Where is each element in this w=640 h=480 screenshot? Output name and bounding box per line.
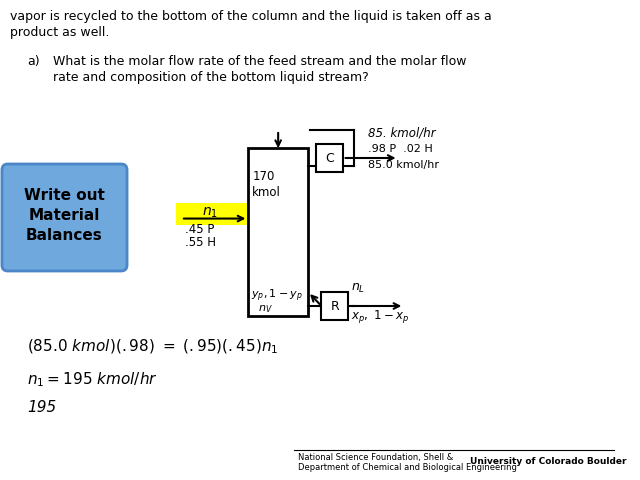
Text: 85.0 kmol/hr: 85.0 kmol/hr	[367, 160, 438, 170]
Text: $n_1$: $n_1$	[202, 205, 218, 220]
Text: $(85.0\ kmol)(.98)\ =\ (.95)(.45)n_1$: $(85.0\ kmol)(.98)\ =\ (.95)(.45)n_1$	[27, 338, 278, 356]
Text: .55 H: .55 H	[185, 236, 216, 249]
Text: vapor is recycled to the bottom of the column and the liquid is taken off as a: vapor is recycled to the bottom of the c…	[10, 10, 492, 23]
Text: Material: Material	[29, 208, 100, 223]
Bar	[176, 203, 252, 225]
Text: C: C	[325, 152, 333, 165]
Text: National Science Foundation, Shell &: National Science Foundation, Shell &	[298, 453, 454, 462]
FancyBboxPatch shape	[2, 164, 127, 271]
Text: .45 P: .45 P	[185, 223, 214, 236]
Text: $y_p, 1-y_p$: $y_p, 1-y_p$	[252, 288, 303, 304]
Text: rate and composition of the bottom liquid stream?: rate and composition of the bottom liqui…	[53, 71, 369, 84]
Bar	[248, 148, 308, 316]
Text: R: R	[331, 300, 339, 312]
Text: .98 P  .02 H: .98 P .02 H	[367, 144, 433, 154]
Text: Balances: Balances	[26, 228, 103, 243]
Text: a): a)	[27, 55, 40, 68]
Text: product as well.: product as well.	[10, 26, 109, 39]
Text: $x_p,\ 1-x_p$: $x_p,\ 1-x_p$	[351, 308, 410, 325]
Text: 195: 195	[27, 400, 56, 415]
Text: $n_V$: $n_V$	[258, 303, 273, 315]
Text: Write out: Write out	[24, 188, 105, 203]
Text: What is the molar flow rate of the feed stream and the molar flow: What is the molar flow rate of the feed …	[53, 55, 467, 68]
Bar	[321, 292, 348, 320]
Text: $n_1 = 195\ kmol/hr$: $n_1 = 195\ kmol/hr$	[27, 370, 157, 389]
Text: 170: 170	[252, 170, 275, 183]
Bar	[316, 144, 342, 172]
Text: 85. kmol/hr: 85. kmol/hr	[367, 126, 435, 139]
Text: University of Colorado Boulder: University of Colorado Boulder	[470, 457, 627, 466]
Text: Department of Chemical and Biological Engineering: Department of Chemical and Biological En…	[298, 463, 517, 472]
Text: $n_L$: $n_L$	[351, 282, 365, 295]
Text: kmol: kmol	[252, 186, 281, 199]
